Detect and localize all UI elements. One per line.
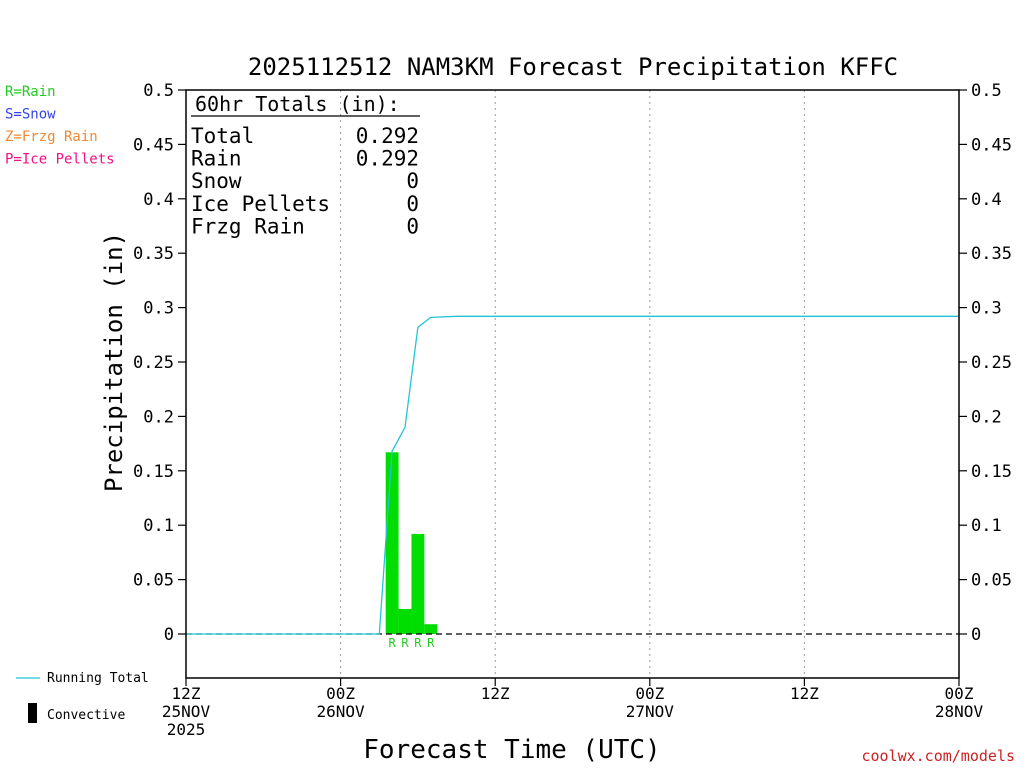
- source-credit: coolwx.com/models: [861, 747, 1015, 765]
- precip-bar: [411, 533, 425, 634]
- ptype-legend-item: Z=Frzg Rain: [5, 129, 98, 145]
- y-tick-label-right: 0.2: [971, 407, 1002, 427]
- x-tick-label: 25NOV: [162, 702, 211, 721]
- y-tick-label-left: 0.4: [143, 190, 174, 210]
- totals-row-label: Rain: [191, 147, 242, 171]
- y-tick-label-left: 0.05: [133, 571, 174, 591]
- y-tick-label-right: 0.1: [971, 516, 1002, 536]
- x-tick-label: 12Z: [172, 684, 201, 703]
- x-gridlines: [340, 90, 805, 678]
- totals-row-value: 0.292: [356, 124, 419, 148]
- totals-row-value: 0: [406, 214, 419, 238]
- precip-bar: [385, 452, 399, 634]
- ptype-label: R: [414, 636, 422, 650]
- totals-row-label: Ice Pellets: [191, 192, 330, 216]
- ptype-legend: R=Rain S=Snow Z=Frzg Rain P=Ice Pellets: [5, 84, 115, 168]
- y-tick-label-right: 0.3: [971, 299, 1002, 319]
- y-tick-label-left: 0.25: [133, 353, 174, 373]
- y-tick-label-left: 0.5: [143, 81, 174, 101]
- y-tick-label-left: 0.35: [133, 244, 174, 264]
- precip-bars: [385, 452, 438, 634]
- y-tick-label-right: 0.35: [971, 244, 1012, 264]
- x-tick-label: 00Z: [326, 684, 355, 703]
- x-tick-label: 26NOV: [317, 702, 366, 721]
- y-tick-label-right: 0.5: [971, 81, 1002, 101]
- precip-bar: [398, 608, 412, 634]
- y-tick-label-left: 0.2: [143, 407, 174, 427]
- y-tick-label-left: 0.15: [133, 462, 174, 482]
- y-tick-label-left: 0.3: [143, 299, 174, 319]
- totals-row-label: Frzg Rain: [191, 214, 305, 238]
- y-tick-label-right: 0.15: [971, 462, 1012, 482]
- x-tick-label: 2025: [167, 720, 206, 739]
- ptype-legend-item: S=Snow: [5, 107, 56, 123]
- totals-heading: 60hr Totals (in):: [195, 92, 400, 116]
- bottom-legend: Running Total Convective: [16, 671, 149, 723]
- y-tick-label-left: 0.45: [133, 135, 174, 155]
- running-total-line: [186, 315, 959, 635]
- x-tick-label: 27NOV: [626, 702, 675, 721]
- x-tick-label: 00Z: [635, 684, 664, 703]
- chart-title: 2025112512 NAM3KM Forecast Precipitation…: [248, 53, 898, 81]
- totals-row-value: 0.292: [356, 147, 419, 171]
- x-tick-label: 12Z: [790, 684, 819, 703]
- y-tick-label-left: 0.1: [143, 516, 174, 536]
- ptype-label: R: [427, 636, 435, 650]
- x-tick-label: 12Z: [481, 684, 510, 703]
- plot-frame: [185, 89, 960, 679]
- ptype-legend-item: P=Ice Pellets: [5, 152, 115, 168]
- totals-row-value: 0: [406, 169, 419, 193]
- y-tick-label-right: 0.05: [971, 571, 1012, 591]
- y-tick-label-right: 0.45: [971, 135, 1012, 155]
- y-axis-left: 0 0.05 0.1 0.15 0.2 0.25 0.3 0.35 0.4 0.45 0.5: [133, 81, 186, 645]
- totals-box: 60hr Totals (in): Total 0.292 Rain 0.292 Sno…: [191, 92, 420, 238]
- y-axis-right: 0 0.05 0.1 0.15 0.2 0.25 0.3 0.35 0.4 0.45 0.5: [959, 81, 1012, 645]
- running-total-legend-label: Running Total: [47, 671, 149, 686]
- y-tick-label-right: 0.25: [971, 353, 1012, 373]
- totals-row-value: 0: [406, 192, 419, 216]
- y-axis-label: Precipitation (in): [100, 232, 128, 492]
- y-tick-label-left: 0: [164, 625, 174, 645]
- precip-bar: [424, 624, 438, 634]
- x-tick-label: 00Z: [945, 684, 974, 703]
- ptype-label: R: [401, 636, 409, 650]
- y-tick-label-right: 0.4: [971, 190, 1002, 210]
- y-tick-label-right: 0: [971, 625, 981, 645]
- totals-row-label: Snow: [191, 169, 242, 193]
- x-tick-label: 28NOV: [935, 702, 984, 721]
- convective-legend-swatch: [28, 703, 37, 723]
- ptype-legend-item: R=Rain: [5, 84, 56, 100]
- convective-legend-label: Convective: [47, 708, 125, 723]
- x-axis-label: Forecast Time (UTC): [363, 735, 660, 765]
- totals-row-label: Total: [191, 124, 254, 148]
- ptype-label: R: [389, 636, 397, 650]
